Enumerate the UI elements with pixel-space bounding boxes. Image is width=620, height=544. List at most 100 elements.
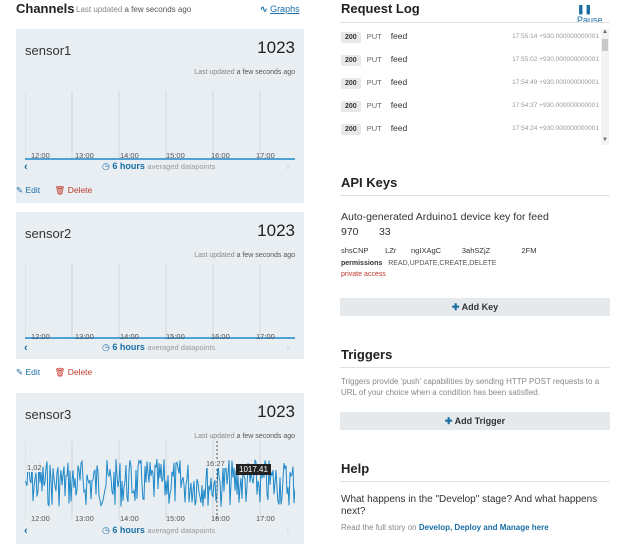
tick-label: 12:00 xyxy=(31,332,50,341)
status-badge: 200 xyxy=(341,124,361,135)
plus-icon: ✚ xyxy=(444,416,453,426)
feed-name: feed xyxy=(390,100,408,110)
sensor-actions-1: ✎ Edit 🗑 Delete xyxy=(16,185,92,196)
divider xyxy=(340,22,610,23)
channels-title: Channels xyxy=(16,1,75,16)
add-trigger-button[interactable]: ✚ Add Trigger xyxy=(340,412,610,430)
api-key-value[interactable]: shsCNP LZr ngIXAgC 3ahSZjZ 2FM xyxy=(341,246,537,255)
timestamp: 17:54:37 +930.000000000001 xyxy=(512,102,599,109)
plus-icon: ✚ xyxy=(451,302,460,312)
method: PUT xyxy=(366,101,382,110)
timestamp: 17:55:14 +930.000000000001 xyxy=(512,33,599,40)
edit-button[interactable]: ✎ Edit xyxy=(16,185,41,195)
tick-label: 15:00 xyxy=(166,514,185,523)
pause-icon: ❚❚ xyxy=(577,4,593,14)
clock-icon: ◷ xyxy=(102,161,110,171)
delete-button[interactable]: 🗑 Delete xyxy=(54,185,93,195)
channels-updated: Last updated a few seconds ago xyxy=(76,5,192,14)
chart-prev-arrow[interactable]: ‹ xyxy=(24,525,28,537)
sensor-chart[interactable] xyxy=(25,264,295,346)
sensor-card-1: sensor1 1023 Last updated a few seconds … xyxy=(16,29,304,203)
api-key-description: Auto-generated Arduino1 device key for f… xyxy=(341,211,549,223)
duration-selector[interactable]: ◷ 6 hours averaged datapoints xyxy=(102,342,216,352)
scroll-thumb[interactable] xyxy=(602,39,608,51)
status-badge: 200 xyxy=(341,101,361,112)
chart-next-arrow[interactable]: › xyxy=(286,525,290,537)
chart-prev-arrow[interactable]: ‹ xyxy=(24,342,28,354)
timestamp: 17:54:24 +930.000000000001 xyxy=(512,125,599,132)
triggers-description: Triggers provide 'push' capabilities by … xyxy=(341,377,600,397)
sensor-updated: Last updated a few seconds ago xyxy=(194,69,295,76)
feed-name: feed xyxy=(390,31,408,41)
scroll-up-arrow[interactable]: ▲ xyxy=(602,29,608,35)
tick-label: 13:00 xyxy=(75,514,94,523)
series-line xyxy=(25,458,295,508)
log-row: 200 PUT feed 17:54:37 +930.000000000001 xyxy=(341,100,599,114)
chart-next-arrow[interactable]: › xyxy=(286,342,290,354)
chart-prev-arrow[interactable]: ‹ xyxy=(24,161,28,173)
help-title: Help xyxy=(341,461,370,476)
tick-label: 13:00 xyxy=(75,332,94,341)
clock-icon: ◷ xyxy=(102,342,110,352)
sensor-updated: Last updated a few seconds ago xyxy=(194,252,295,259)
tick-label: 15:00 xyxy=(166,332,185,341)
sensor-value: 1023 xyxy=(257,402,295,421)
sensor-value: 1023 xyxy=(257,38,295,57)
edit-button[interactable]: ✎ Edit xyxy=(16,367,41,377)
triggers-title: Triggers xyxy=(341,347,393,362)
tick-label: 16:00 xyxy=(211,151,230,160)
tick-label: 16:00 xyxy=(211,514,230,523)
pencil-icon: ✎ xyxy=(16,185,24,195)
status-badge: 200 xyxy=(341,78,361,89)
sensor-name: sensor1 xyxy=(25,43,72,58)
sensor-value: 1023 xyxy=(257,221,295,240)
hover-tooltip: 1017.41 xyxy=(236,464,271,475)
tick-label: 17:00 xyxy=(256,514,275,523)
delete-button[interactable]: 🗑 Delete xyxy=(54,367,93,377)
clock-icon: ◷ xyxy=(102,525,110,535)
log-row: 200 PUT feed 17:54:49 +930.000000000001 xyxy=(341,77,599,91)
timestamp: 17:55:02 +930.000000000001 xyxy=(512,56,599,63)
divider xyxy=(340,367,610,368)
add-key-button[interactable]: ✚ Add Key xyxy=(340,298,610,316)
feed-id: 970 33 xyxy=(341,226,391,238)
tick-label: 12:00 xyxy=(31,514,50,523)
sensor-card-2: sensor2 1023 Last updated a few seconds … xyxy=(16,212,304,359)
tick-label: 16:00 xyxy=(211,332,230,341)
divider xyxy=(340,195,610,196)
tick-label: 17:00 xyxy=(256,151,275,160)
method: PUT xyxy=(366,32,382,41)
feed-name: feed xyxy=(390,54,408,64)
tick-label: 14:00 xyxy=(120,332,139,341)
sensor-chart[interactable] xyxy=(25,91,295,173)
tick-label: 14:00 xyxy=(120,151,139,160)
feed-name: feed xyxy=(390,123,408,133)
duration-selector[interactable]: ◷ 6 hours averaged datapoints xyxy=(102,161,216,171)
sensor-chart[interactable] xyxy=(25,441,295,525)
duration-selector[interactable]: ◷ 6 hours averaged datapoints xyxy=(102,525,216,535)
tick-label: 17:00 xyxy=(256,332,275,341)
hover-time: 16:27 xyxy=(204,459,227,468)
log-scrollbar[interactable]: ▲ ▼ xyxy=(601,29,609,145)
timestamp: 17:54:49 +930.000000000001 xyxy=(512,79,599,86)
scroll-down-arrow[interactable]: ▼ xyxy=(602,137,608,143)
log-row: 200 PUT feed 17:54:24 +930.000000000001 xyxy=(341,123,599,137)
permissions: permissions READ,UPDATE,CREATE,DELETE xyxy=(341,260,497,267)
api-keys-title: API Keys xyxy=(341,175,398,190)
pause-button[interactable]: ❚❚ Pause xyxy=(577,4,603,25)
sensor-card-3: sensor3 1023 Last updated a few seconds … xyxy=(16,393,304,544)
status-badge: 200 xyxy=(341,32,361,43)
feed-name: feed xyxy=(390,77,408,87)
sensor-name: sensor3 xyxy=(25,407,72,422)
sensor-updated: Last updated a few seconds ago xyxy=(194,433,295,440)
help-question: What happens in the "Develop" stage? And… xyxy=(341,494,598,517)
request-log-title: Request Log xyxy=(341,1,420,16)
chart-next-arrow[interactable]: › xyxy=(286,161,290,173)
sensor-actions-2: ✎ Edit 🗑 Delete xyxy=(16,367,92,378)
y-tick-label: 1,02 xyxy=(27,463,42,472)
log-row: 200 PUT feed 17:55:14 +930.000000000001 xyxy=(341,31,599,45)
sensor-name: sensor2 xyxy=(25,226,72,241)
graphs-link[interactable]: ∿ Graphs xyxy=(260,4,300,14)
help-story: Read the full story on Develop, Deploy a… xyxy=(341,523,549,532)
help-story-link[interactable]: Develop, Deploy and Manage here xyxy=(418,523,549,532)
